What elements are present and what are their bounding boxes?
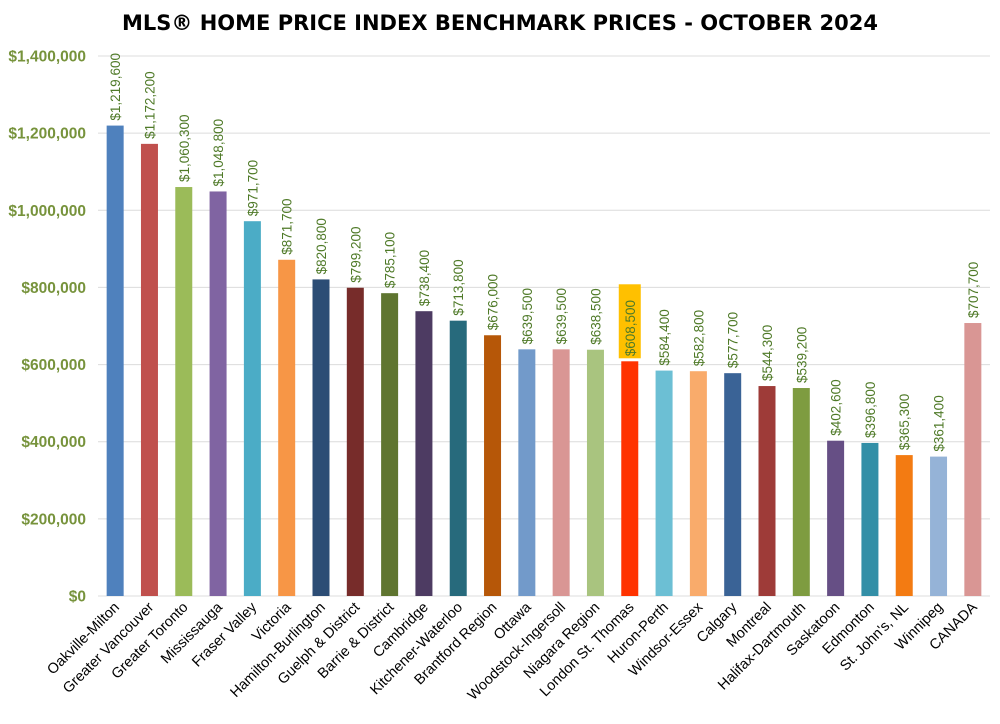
y-tick-label: $1,000,000 [8, 203, 86, 220]
bar [415, 311, 433, 596]
bar [209, 191, 227, 596]
data-label: $785,100 [383, 232, 398, 288]
bar [724, 373, 742, 596]
data-label: $1,172,200 [142, 71, 157, 139]
bar [484, 335, 502, 596]
bar [895, 455, 913, 596]
data-label: $713,800 [451, 259, 466, 315]
y-tick-label: $800,000 [21, 280, 86, 297]
data-label: $544,300 [760, 325, 775, 381]
data-label: $1,048,800 [211, 119, 226, 187]
bars [106, 125, 982, 597]
data-label: $820,800 [314, 218, 329, 274]
data-label: $639,500 [554, 288, 569, 344]
data-label: $365,300 [897, 394, 912, 450]
data-label: $871,700 [280, 198, 295, 254]
data-label: $361,400 [932, 395, 947, 451]
data-label: $1,219,600 [108, 53, 123, 121]
bar [243, 221, 261, 597]
data-label: $582,800 [691, 310, 706, 366]
data-label: $577,700 [726, 312, 741, 368]
y-tick-label: $400,000 [21, 434, 86, 451]
data-label: $971,700 [245, 160, 260, 216]
bar [552, 349, 570, 596]
bar [758, 386, 776, 596]
bar [655, 370, 673, 596]
bar [689, 371, 707, 596]
data-label: $738,400 [417, 250, 432, 306]
data-label: $799,200 [348, 226, 363, 282]
bar [792, 388, 810, 596]
bar [175, 187, 193, 596]
y-axis-tick-labels: $0 $200,000 $400,000 $600,000 $800,000 $1,000… [8, 49, 86, 606]
y-tick-label: $200,000 [21, 511, 86, 528]
bar [586, 349, 604, 596]
bar [381, 293, 399, 596]
data-label-highlight [618, 284, 641, 359]
y-tick-label: $600,000 [21, 357, 86, 374]
y-tick-label: $0 [69, 589, 86, 606]
bar [312, 279, 330, 596]
y-tick-label: $1,400,000 [8, 49, 86, 66]
data-label: $707,700 [966, 262, 981, 318]
bar [449, 320, 467, 596]
bar [518, 349, 536, 596]
data-label: $639,500 [520, 288, 535, 344]
data-label: $638,500 [588, 288, 603, 344]
bar [930, 456, 948, 596]
bar [964, 323, 982, 596]
data-label: $1,060,300 [177, 114, 192, 182]
bar [861, 442, 879, 596]
chart-title: MLS® HOME PRICE INDEX BENCHMARK PRICES -… [122, 11, 878, 35]
bar [621, 361, 639, 596]
bar [827, 440, 845, 596]
data-label: $539,200 [794, 327, 809, 383]
data-labels: $1,219,600 $1,172,200 $1,060,300 $1,048,800… [108, 53, 981, 452]
data-label: $396,800 [863, 382, 878, 438]
data-label: $608,500 [623, 300, 638, 356]
data-label: $402,600 [829, 379, 844, 435]
data-label: $676,000 [486, 274, 501, 330]
bar [346, 287, 364, 596]
bar [106, 125, 124, 596]
bar [140, 143, 158, 596]
y-tick-label: $1,200,000 [8, 126, 86, 143]
data-label: $584,400 [657, 309, 672, 365]
bar [278, 259, 296, 596]
